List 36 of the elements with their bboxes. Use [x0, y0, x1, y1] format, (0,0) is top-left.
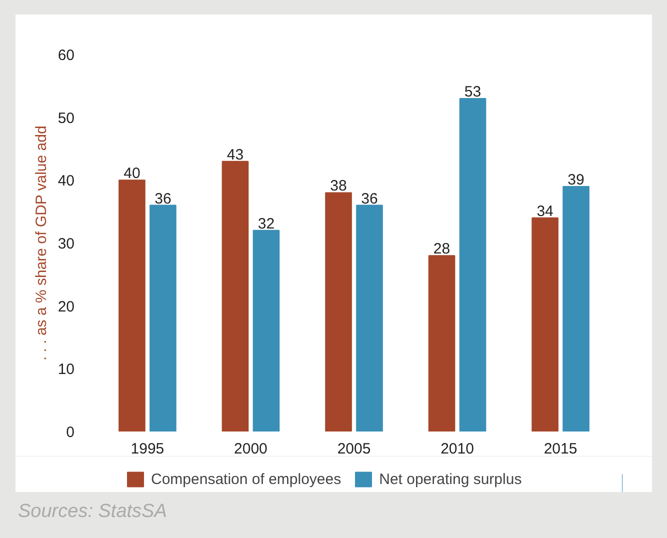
legend-label: Net operating surplus — [379, 470, 522, 488]
y-tick-label: 20 — [58, 298, 75, 316]
data-label: 39 — [568, 171, 584, 188]
bar — [532, 217, 558, 432]
data-label: 36 — [361, 190, 378, 208]
x-tick-label: 1995 — [130, 440, 164, 458]
y-tick-label: 60 — [58, 47, 75, 64]
y-axis-title: . . . as a % share of GDP value add — [32, 126, 50, 361]
y-tick-label: 10 — [58, 361, 75, 378]
data-label: 32 — [258, 215, 275, 232]
y-tick-label: 0 — [66, 424, 74, 441]
source-note: Sources: StatsSA — [18, 500, 167, 524]
bar — [150, 204, 176, 432]
data-label: 40 — [124, 165, 140, 182]
bar — [222, 160, 249, 432]
data-label: 28 — [433, 240, 450, 258]
bar — [459, 98, 486, 432]
bar — [118, 180, 146, 432]
x-tick-label: 2000 — [234, 440, 268, 458]
data-label: 43 — [226, 146, 244, 164]
data-label: 34 — [536, 202, 554, 220]
legend-label: Compensation of employees — [151, 470, 342, 488]
bar — [252, 230, 280, 432]
bar — [356, 204, 383, 432]
y-tick-label: 40 — [58, 172, 75, 190]
y-tick-label: 50 — [58, 110, 75, 127]
bar — [562, 186, 590, 432]
x-tick-label: 2010 — [440, 440, 474, 458]
bar — [325, 192, 352, 432]
y-tick-label: 30 — [58, 236, 75, 252]
data-label: 38 — [330, 178, 347, 195]
x-tick-label: 2005 — [337, 440, 371, 458]
data-label: 36 — [154, 190, 172, 208]
data-label: 53 — [464, 83, 482, 100]
bar — [428, 255, 456, 432]
x-tick-label: 2015 — [544, 440, 578, 458]
